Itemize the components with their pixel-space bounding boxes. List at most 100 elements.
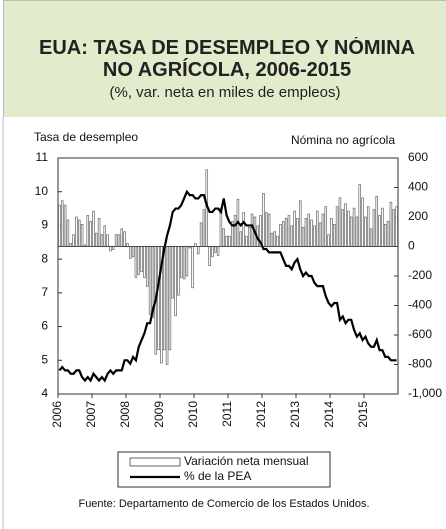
bar bbox=[179, 246, 183, 278]
bar bbox=[103, 225, 107, 247]
bar bbox=[109, 246, 112, 252]
bar bbox=[174, 246, 177, 317]
bar bbox=[281, 221, 285, 247]
bar bbox=[94, 232, 98, 247]
bar bbox=[324, 206, 328, 247]
bar bbox=[290, 225, 294, 247]
bar bbox=[191, 246, 194, 289]
bar bbox=[143, 246, 146, 278]
bar bbox=[386, 221, 390, 247]
bar bbox=[162, 246, 166, 351]
y-tick-label: 6 bbox=[41, 319, 48, 333]
bar bbox=[369, 228, 373, 247]
line bbox=[58, 189, 397, 383]
bar bbox=[202, 209, 206, 247]
bar bbox=[69, 243, 73, 247]
bar bbox=[310, 219, 313, 247]
bar bbox=[225, 235, 228, 247]
bar bbox=[262, 193, 265, 247]
bar bbox=[247, 226, 251, 247]
bar bbox=[106, 234, 109, 247]
bar bbox=[270, 232, 274, 247]
bar bbox=[117, 234, 121, 247]
bar bbox=[307, 213, 311, 247]
bar bbox=[383, 224, 387, 247]
bar bbox=[213, 246, 217, 253]
chart-subtitle: (%, var. neta en miles de empleos) bbox=[109, 84, 341, 101]
bar bbox=[80, 224, 84, 247]
bar bbox=[157, 246, 160, 351]
y-tick-label: 4 bbox=[41, 386, 48, 400]
bar bbox=[58, 204, 61, 247]
bar bbox=[315, 210, 319, 247]
bar bbox=[137, 246, 141, 275]
bar bbox=[392, 209, 396, 247]
bar bbox=[77, 219, 81, 247]
x-tick-label: 2008 bbox=[118, 401, 132, 428]
bar bbox=[321, 213, 325, 247]
y2-tick-label: -400 bbox=[408, 298, 432, 312]
bar bbox=[304, 218, 308, 247]
bar bbox=[111, 246, 115, 250]
bar bbox=[364, 216, 367, 247]
bar bbox=[63, 204, 67, 247]
bar bbox=[358, 184, 362, 247]
bar bbox=[276, 235, 279, 247]
bar bbox=[86, 215, 90, 247]
bar bbox=[145, 246, 149, 287]
bar bbox=[347, 210, 350, 247]
chart-title: EUA: TASA DE DESEMPLEO Y NÓMINA NO AGRÍCO… bbox=[4, 37, 446, 81]
bar bbox=[123, 231, 126, 247]
bar bbox=[72, 234, 75, 247]
bar bbox=[199, 222, 203, 247]
bar bbox=[185, 246, 189, 277]
bar bbox=[338, 197, 342, 247]
y2-tick-label: -800 bbox=[408, 357, 432, 371]
bar bbox=[355, 216, 359, 247]
bar bbox=[92, 210, 95, 247]
bar bbox=[194, 243, 197, 247]
y-axis-label: Tasa de desempleo bbox=[34, 130, 138, 144]
bar bbox=[264, 212, 268, 247]
bar bbox=[75, 216, 78, 247]
bar bbox=[242, 212, 245, 247]
bar bbox=[318, 222, 322, 247]
bar bbox=[344, 203, 347, 247]
bar bbox=[128, 246, 132, 259]
bar bbox=[120, 228, 124, 247]
bar bbox=[301, 226, 305, 247]
bar bbox=[327, 234, 330, 247]
bar bbox=[211, 246, 214, 258]
bar bbox=[134, 246, 138, 278]
bar bbox=[335, 206, 339, 247]
bar bbox=[267, 213, 271, 247]
legend-swatch bbox=[129, 457, 181, 467]
bar bbox=[196, 246, 200, 255]
bar bbox=[97, 218, 101, 247]
bar bbox=[330, 218, 333, 247]
bar bbox=[233, 215, 237, 247]
bar bbox=[228, 235, 231, 247]
source: Fuente: Departamento de Comercio de los … bbox=[78, 498, 369, 510]
bar bbox=[378, 215, 381, 247]
title-line: EUA: TASA DE DESEMPLEO Y NÓMINA bbox=[39, 37, 415, 59]
bar bbox=[208, 246, 211, 267]
bar bbox=[349, 216, 353, 247]
bar bbox=[182, 246, 186, 280]
y-tick-label: 5 bbox=[41, 352, 48, 366]
bar bbox=[89, 221, 92, 247]
legend-label: % de la PEA bbox=[184, 469, 251, 483]
x-tick-label: 2013 bbox=[288, 401, 302, 428]
y2-axis-label: Nómina no agrícola bbox=[291, 133, 395, 147]
bar bbox=[361, 197, 364, 247]
y2-tick-label: -600 bbox=[408, 327, 432, 341]
plot-frame bbox=[57, 157, 399, 395]
y2-tick-label: 400 bbox=[408, 180, 428, 194]
bar bbox=[114, 234, 118, 247]
chart: Tasa de desempleo Nómina no agrícola Fue… bbox=[2, 117, 442, 529]
y-tick-label: 7 bbox=[41, 285, 48, 299]
x-tick-label: 2010 bbox=[186, 401, 200, 428]
bar bbox=[126, 243, 129, 247]
x-tick-label: 2007 bbox=[84, 401, 98, 428]
